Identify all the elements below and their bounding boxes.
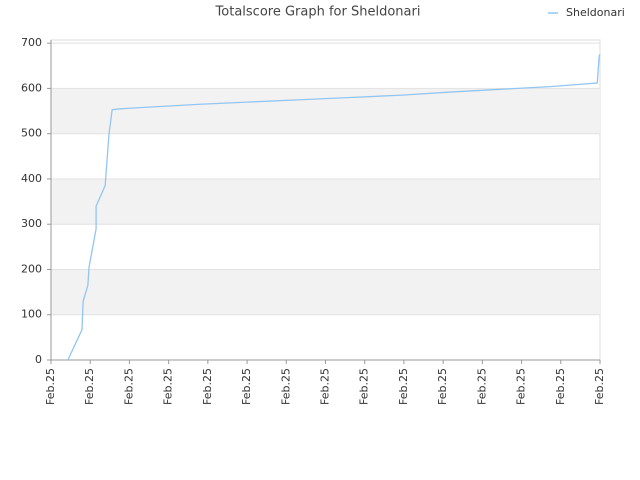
grid-band xyxy=(51,88,600,134)
y-tick-label: 200 xyxy=(21,262,42,275)
grid-band xyxy=(51,178,600,225)
x-tick-label: Feb.25 xyxy=(397,368,410,405)
x-tick-label: Feb.25 xyxy=(240,368,253,405)
x-tick-label: Feb.25 xyxy=(593,368,606,405)
x-tick-label: Feb.25 xyxy=(319,368,332,405)
x-tick-label: Feb.25 xyxy=(554,368,567,405)
line-series xyxy=(67,54,601,361)
y-tick-label: 100 xyxy=(21,308,42,321)
y-tick-label: 500 xyxy=(21,127,42,140)
chart-title: Totalscore Graph for Sheldonari xyxy=(215,5,421,20)
legend-label: Sheldonari xyxy=(566,6,625,19)
x-tick-label: Feb.25 xyxy=(436,368,449,405)
y-tick-label: 700 xyxy=(21,36,42,49)
x-tick-label: Feb.25 xyxy=(515,368,528,405)
x-tick-label: Feb.25 xyxy=(122,368,135,405)
y-tick-label: 300 xyxy=(21,217,42,230)
y-tick-label: 400 xyxy=(21,172,42,185)
y-tick-label: 600 xyxy=(21,81,42,94)
x-tick-label: Feb.25 xyxy=(44,368,57,405)
grid-band xyxy=(51,269,600,315)
y-tick-label: 0 xyxy=(35,353,42,366)
x-tick-label: Feb.25 xyxy=(83,368,96,405)
x-tick-label: Feb.25 xyxy=(358,368,371,405)
x-tick-label: Feb.25 xyxy=(475,368,488,405)
x-tick-label: Feb.25 xyxy=(279,368,292,405)
x-tick-label: Feb.25 xyxy=(162,368,175,405)
x-tick-label: Feb.25 xyxy=(201,368,214,405)
